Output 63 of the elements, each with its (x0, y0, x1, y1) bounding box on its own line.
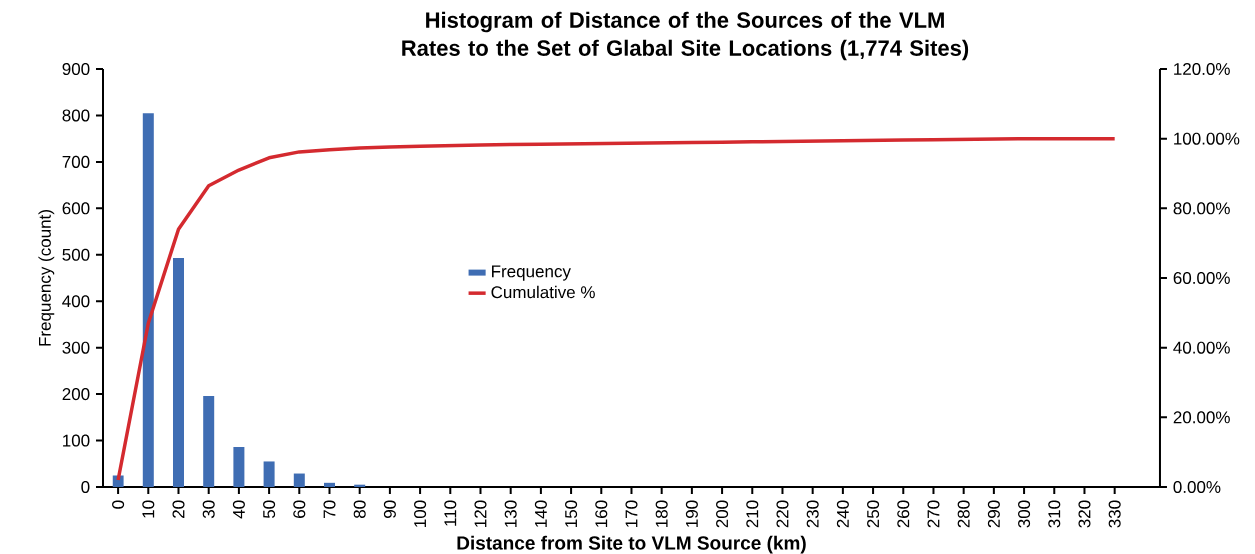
y-tick-label: 900 (62, 62, 90, 76)
x-tick-label: 100 (414, 500, 427, 527)
x-tick-label: 290 (987, 500, 1000, 528)
y-tick-label: 800 (62, 109, 90, 122)
y2-tick-label: 40.00% (1173, 341, 1230, 354)
x-tick-label: 10 (142, 500, 155, 518)
x-tick-label: 300 (1018, 500, 1031, 528)
x-tick-label: 50 (263, 500, 276, 519)
bar (233, 447, 245, 487)
x-tick-label: 40 (232, 500, 245, 519)
x-tick-label: 250 (867, 500, 880, 528)
y-tick-label: 600 (62, 202, 90, 215)
bar (293, 473, 305, 487)
x-tick-label: 240 (836, 500, 849, 528)
x-tick-label: 330 (1108, 500, 1121, 528)
x-tick-label: 70 (323, 500, 336, 518)
x-tick-label: 110 (444, 500, 457, 526)
y-axis-title: Frequency (count) (38, 210, 55, 346)
x-tick-label: 120 (474, 500, 487, 527)
x-tick-label: 20 (172, 500, 185, 518)
x-tick-label: 140 (534, 500, 547, 527)
y2-tick-label: 120.0% (1174, 62, 1230, 76)
y-tick-label: 200 (62, 388, 90, 401)
y2-tick-label: 20.00% (1173, 411, 1230, 424)
bar (173, 258, 184, 487)
x-tick-label: 180 (655, 500, 668, 527)
bar (263, 461, 275, 487)
y-tick-label: 100 (63, 434, 90, 447)
y2-tick-label: 0.00% (1173, 480, 1221, 494)
x-tick-label: 230 (806, 500, 819, 528)
y2-tick-label: 100.00% (1174, 132, 1240, 145)
y2-tick-label: 60.00% (1173, 271, 1230, 285)
y-tick-label: 400 (62, 295, 90, 308)
x-tick-label: 130 (504, 500, 517, 527)
x-axis-title: Distance from Site to VLM Source (km) (457, 535, 806, 554)
x-tick-label: 280 (957, 500, 970, 528)
x-tick-label: 270 (927, 500, 940, 528)
y-tick-label: 300 (62, 341, 90, 354)
bar (324, 482, 335, 487)
bar (203, 395, 215, 487)
legend-label: Frequency (492, 265, 571, 281)
x-tick-label: 80 (353, 500, 366, 519)
x-tick-label: 260 (897, 500, 910, 528)
x-tick-label: 220 (776, 500, 789, 528)
x-tick-label: 320 (1078, 500, 1091, 528)
x-tick-label: 190 (685, 500, 698, 527)
x-tick-label: 160 (595, 500, 608, 527)
x-tick-label: 30 (202, 500, 215, 519)
y-tick-label: 0 (81, 480, 90, 494)
y2-tick-label: 80.00% (1173, 202, 1230, 215)
x-tick-label: 60 (293, 500, 306, 518)
x-tick-label: 210 (746, 500, 759, 528)
x-tick-label: 200 (716, 500, 729, 528)
legend-label: Cumulative % (491, 285, 595, 299)
x-tick-label: 170 (625, 500, 638, 527)
bar (142, 113, 154, 487)
x-tick-label: 310 (1048, 500, 1061, 528)
x-tick-label: 90 (383, 500, 396, 518)
y-tick-label: 700 (62, 155, 90, 168)
y-tick-label: 500 (62, 248, 90, 261)
chart-title: Histogram of Distance of the Sources of the VLM Rates to the Set of Glabal Site Locations (1,774 Sites) (402, 11, 969, 61)
x-tick-label: 150 (565, 500, 578, 527)
x-tick-label: 0 (112, 500, 125, 509)
